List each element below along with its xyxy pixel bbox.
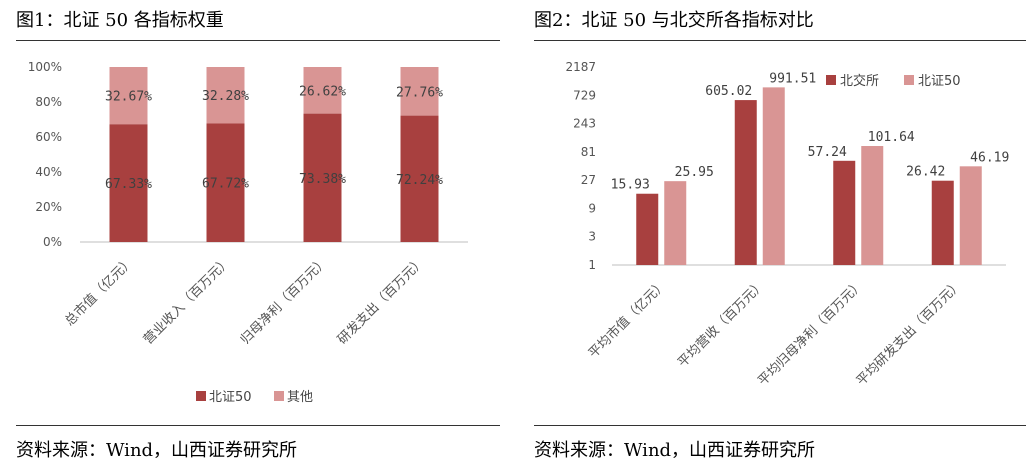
legend-swatch [196, 391, 206, 401]
y-tick-label: 3 [588, 230, 596, 244]
x-category-label: 平均市值（亿元） [585, 277, 670, 362]
right-source-note: 资料来源：Wind，山西证券研究所 [534, 440, 816, 461]
bar-bse [636, 193, 659, 265]
x-category-label: 平均研发支出（百万元） [853, 277, 965, 389]
y-tick-label: 80% [35, 95, 62, 109]
left-figure-title: 图1：北证 50 各指标权重 [16, 10, 224, 31]
x-category-label: 研发支出（百万元） [334, 254, 428, 348]
data-label: 101.64 [868, 130, 915, 145]
y-tick-label: 1 [588, 258, 596, 272]
data-label: 991.51 [769, 71, 816, 86]
x-category-label: 总市值（亿元） [62, 254, 138, 330]
bar-other [109, 67, 148, 125]
y-tick-label: 243 [573, 117, 596, 131]
x-category-label: 营业收入（百万元） [141, 254, 234, 347]
right-chart: 1 3 9 27 81 243 729 2187 15.93 25.95 平均市值（亿元） 605.0… [565, 60, 1009, 389]
legend-label: 北交所 [840, 73, 879, 89]
data-label: 57.24 [808, 145, 847, 160]
bar-other [400, 67, 439, 116]
legend-swatch [274, 391, 284, 401]
y-tick-label: 81 [581, 145, 596, 159]
data-label: 605.02 [705, 84, 752, 99]
y-tick-label: 729 [573, 88, 596, 102]
data-label: 67.72% [202, 177, 249, 192]
left-chart: 0% 20% 40% 60% 80% 100% 67.33% 32.67% 总市值（亿元） 67.… [28, 60, 468, 405]
left-source-rule [16, 425, 500, 426]
x-category-label: 平均营收（百万元） [675, 277, 768, 370]
y-tick-label: 100% [28, 60, 62, 74]
bar-bz50 [303, 113, 342, 243]
y-tick-label: 9 [588, 201, 596, 215]
y-tick-label: 40% [35, 165, 62, 179]
data-label: 46.19 [970, 150, 1009, 165]
y-tick-label: 2187 [565, 60, 596, 74]
x-category-label: 平均归母净利（百万元） [755, 277, 867, 389]
bar-other [206, 67, 245, 124]
right-panel: 图2：北证 50 与北交所各指标对比 1 3 9 27 81 243 729 2187 15.9… [520, 0, 1026, 474]
y-tick-label: 0% [43, 235, 62, 249]
legend-label: 其他 [287, 390, 313, 405]
right-source-rule [534, 425, 1026, 426]
legend-label: 北证50 [918, 74, 961, 89]
bar-bse [734, 100, 757, 265]
bar-bse [833, 160, 856, 265]
legend-label: 北证50 [209, 390, 252, 405]
data-label: 26.42 [906, 165, 945, 180]
data-label: 25.95 [675, 165, 714, 180]
data-label: 32.28% [202, 89, 249, 104]
data-label: 32.67% [105, 90, 152, 105]
data-label: 15.93 [611, 178, 650, 193]
data-label: 73.38% [299, 172, 346, 187]
data-label: 67.33% [105, 177, 152, 192]
legend-swatch [904, 75, 914, 85]
y-tick-label: 20% [35, 200, 62, 214]
data-label: 26.62% [299, 84, 346, 99]
legend-swatch [826, 75, 836, 85]
x-category-label: 归母净利（百万元） [238, 254, 331, 347]
data-label: 27.76% [396, 85, 443, 100]
right-title-rule [534, 40, 1026, 41]
bar-bz50 [861, 146, 884, 265]
y-tick-label: 60% [35, 130, 62, 144]
bar-bse [931, 180, 954, 265]
bar-bz50 [400, 115, 439, 242]
left-source-note: 资料来源：Wind，山西证券研究所 [16, 440, 298, 461]
bar-bz50 [762, 87, 785, 265]
left-title-rule [16, 40, 500, 41]
bar-other [303, 67, 342, 114]
bar-bz50 [206, 123, 245, 242]
y-tick-label: 27 [581, 173, 596, 187]
bar-bz50 [109, 124, 148, 242]
bar-bz50 [959, 166, 982, 265]
bar-bz50 [664, 181, 687, 265]
data-label: 72.24% [396, 173, 443, 188]
right-figure-title: 图2：北证 50 与北交所各指标对比 [534, 10, 814, 31]
left-panel: 图1：北证 50 各指标权重 0% 20% 40% 60% 80% 100% 67.33% 3… [0, 0, 500, 474]
